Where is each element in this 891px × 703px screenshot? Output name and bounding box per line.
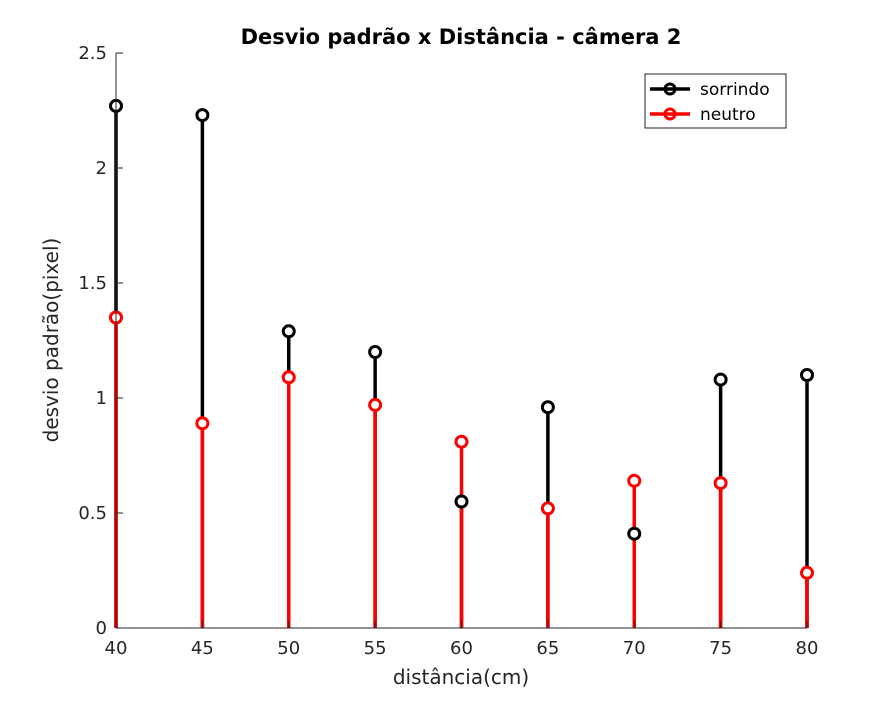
marker-neutro-45 xyxy=(195,416,210,431)
legend-label-sorrindo: sorrindo xyxy=(700,80,770,100)
marker-neutro-50 xyxy=(281,370,296,385)
x-tick-label: 50 xyxy=(277,638,300,659)
marker-neutro-65 xyxy=(540,501,555,516)
markers-layer xyxy=(109,98,814,580)
marker-neutro-55 xyxy=(368,397,383,412)
legend-swatch-marker-neutro xyxy=(663,107,677,121)
x-tick-label: 75 xyxy=(709,638,732,659)
marker-sorrindo-45 xyxy=(195,108,210,123)
x-tick-label: 70 xyxy=(623,638,646,659)
marker-sorrindo-70 xyxy=(627,526,642,541)
marker-sorrindo-75 xyxy=(713,372,728,387)
legend: sorrindo neutro xyxy=(644,73,787,129)
marker-neutro-60 xyxy=(454,434,469,449)
y-tick-label: 1.5 xyxy=(78,273,107,294)
marker-sorrindo-55 xyxy=(368,345,383,359)
marker-sorrindo-80 xyxy=(800,368,814,382)
y-tick-label: 2 xyxy=(96,158,107,179)
y-axis-label: desvio padrão(pixel) xyxy=(39,238,63,443)
y-ticks: 0 0.5 1 1.5 2 2.5 xyxy=(78,43,123,639)
legend-swatch-marker-sorrindo xyxy=(663,82,677,96)
x-ticks: 40 45 50 55 60 65 70 75 80 xyxy=(105,621,819,659)
x-tick-label: 60 xyxy=(450,638,473,659)
marker-sorrindo-65 xyxy=(540,400,555,415)
chart-title: Desvio padrão x Distância - câmera 2 xyxy=(241,25,682,49)
x-tick-label: 65 xyxy=(536,638,559,659)
x-tick-label: 40 xyxy=(105,638,128,659)
y-tick-label: 2.5 xyxy=(78,43,107,64)
marker-neutro-75 xyxy=(713,476,728,491)
x-tick-label: 55 xyxy=(364,638,387,659)
legend-label-neutro: neutro xyxy=(700,105,756,125)
marker-neutro-80 xyxy=(800,565,814,580)
y-tick-label: 0.5 xyxy=(78,503,107,524)
x-tick-label: 45 xyxy=(191,638,214,659)
stems-layer xyxy=(114,105,809,628)
x-axis-label: distância(cm) xyxy=(393,665,529,689)
x-tick-label: 80 xyxy=(796,638,819,659)
y-tick-label: 1 xyxy=(96,388,107,409)
marker-sorrindo-50 xyxy=(281,324,296,339)
marker-sorrindo-60 xyxy=(454,494,469,509)
y-tick-label: 0 xyxy=(96,618,107,639)
marker-neutro-70 xyxy=(627,473,642,488)
